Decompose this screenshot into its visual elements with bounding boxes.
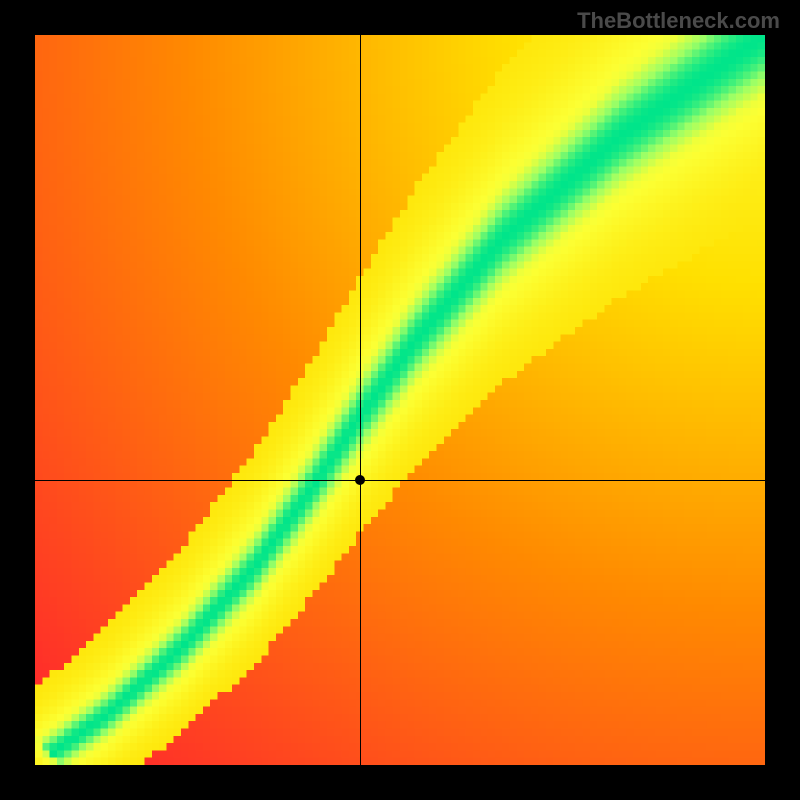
heatmap-canvas: [35, 35, 765, 765]
crosshair-vertical: [360, 35, 361, 765]
watermark-text: TheBottleneck.com: [577, 8, 780, 34]
marker-point: [355, 475, 365, 485]
chart-container: TheBottleneck.com: [0, 0, 800, 800]
crosshair-horizontal: [35, 480, 765, 481]
heatmap-plot: [35, 35, 765, 765]
